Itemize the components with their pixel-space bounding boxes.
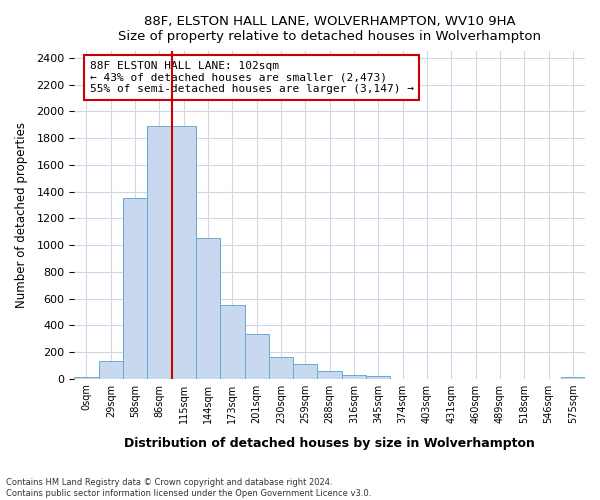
Bar [560, 376, 585, 379]
Bar [269, 356, 293, 379]
Bar [196, 238, 220, 379]
X-axis label: Distribution of detached houses by size in Wolverhampton: Distribution of detached houses by size … [124, 437, 535, 450]
Bar [293, 364, 317, 379]
Text: Contains HM Land Registry data © Crown copyright and database right 2024.
Contai: Contains HM Land Registry data © Crown c… [6, 478, 371, 498]
Y-axis label: Number of detached properties: Number of detached properties [15, 122, 28, 308]
Title: 88F, ELSTON HALL LANE, WOLVERHAMPTON, WV10 9HA
Size of property relative to deta: 88F, ELSTON HALL LANE, WOLVERHAMPTON, WV… [118, 15, 541, 43]
Bar [245, 334, 269, 379]
Bar [220, 305, 245, 379]
Bar [342, 374, 366, 379]
Text: 88F ELSTON HALL LANE: 102sqm
← 43% of detached houses are smaller (2,473)
55% of: 88F ELSTON HALL LANE: 102sqm ← 43% of de… [89, 61, 413, 94]
Bar [317, 370, 342, 379]
Bar [366, 376, 391, 379]
Bar [74, 376, 98, 379]
Bar [147, 126, 172, 379]
Bar [172, 126, 196, 379]
Bar [98, 362, 123, 379]
Bar [123, 198, 147, 379]
